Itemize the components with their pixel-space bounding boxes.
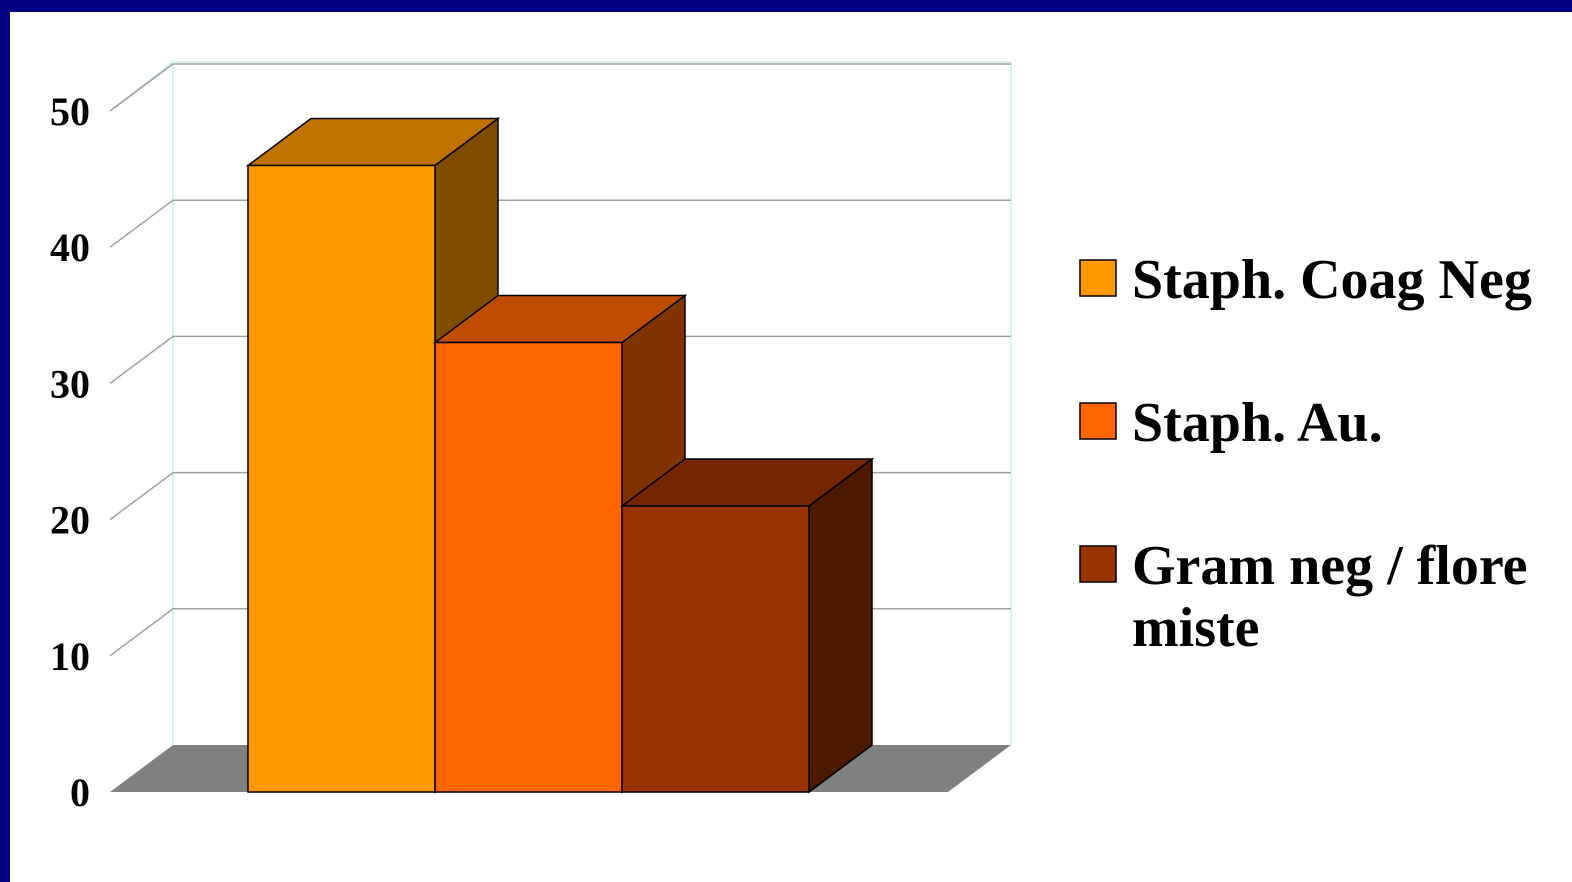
legend-item: Staph. Coag Neg (1079, 249, 1532, 311)
legend-label: Staph. Au. (1132, 392, 1383, 454)
y-axis: 0 10 20 30 40 50 (50, 89, 90, 815)
legend-label: Gram neg / flore (1132, 535, 1528, 597)
legend-swatch (1079, 402, 1117, 440)
y-tick-label: 30 (50, 361, 90, 406)
y-tick-label: 10 (50, 634, 90, 679)
y-tick-label: 40 (50, 225, 90, 270)
legend-label: Staph. Coag Neg (1132, 249, 1532, 311)
legend-label: miste (1132, 597, 1260, 659)
gridline-30 (109, 335, 1011, 385)
y-tick-label: 20 (50, 498, 90, 543)
legend: Staph. Coag Neg Staph. Au. Gram neg / flor… (1079, 249, 1532, 659)
legend-swatch (1079, 259, 1117, 297)
gridline-40 (109, 199, 1011, 248)
gridline-50 (109, 63, 1011, 112)
legend-item: Staph. Au. (1079, 392, 1383, 454)
y-tick-label: 0 (70, 770, 90, 815)
legend-swatch (1079, 545, 1117, 583)
bar-front (434, 341, 623, 793)
bar-front (247, 164, 436, 793)
y-tick-label: 50 (50, 89, 90, 134)
bar (619, 457, 875, 794)
bar-series (245, 116, 875, 794)
bar-side (808, 457, 873, 794)
chart-walls (109, 61, 1012, 745)
bar-front (621, 505, 810, 793)
